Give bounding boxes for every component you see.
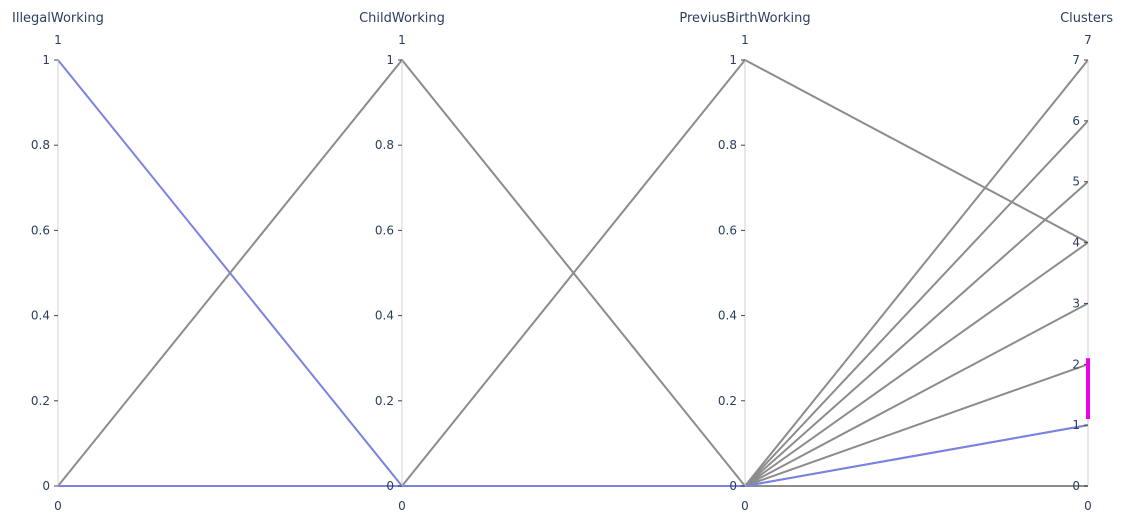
tick-label: 6 <box>1072 114 1080 128</box>
tick-label: 1 <box>42 53 50 67</box>
axis-title[interactable]: IllegalWorking <box>12 11 104 26</box>
tick-label: 1 <box>729 53 737 67</box>
tick-label: 0.2 <box>718 394 737 408</box>
tick-label: 0.2 <box>31 394 50 408</box>
axis-range-max-label: 7 <box>1084 33 1092 47</box>
constraint-range-bar[interactable] <box>1086 358 1090 420</box>
tick-label: 2 <box>1072 357 1080 371</box>
polyline-layer <box>57 59 1089 487</box>
tick-label: 1 <box>386 53 394 67</box>
tick-label: 0 <box>42 479 50 493</box>
data-line-6 <box>58 302 1089 487</box>
axes-layer: IllegalWorking1000.20.40.60.81ChildWorki… <box>12 11 1113 513</box>
tick-label: 0.4 <box>375 309 394 323</box>
axis-range-min-label: 0 <box>741 499 749 513</box>
data-line-2 <box>58 424 1089 487</box>
tick-label: 7 <box>1072 53 1080 67</box>
tick-label: 0.8 <box>375 138 394 152</box>
axis-illegal-working[interactable]: IllegalWorking 1 00 0.2 0.4 0.6 0.8 1 <box>12 11 104 513</box>
axis-range-min-label: 0 <box>1084 499 1092 513</box>
axis-previus-birth-working[interactable]: PreviusBirthWorking 1 00 0.2 0.4 0.6 0.8 1 <box>679 11 810 513</box>
axis-title[interactable]: Clusters <box>1060 11 1113 26</box>
axis-range-max-label: 1 <box>54 33 62 47</box>
axis-range-min-label: 0 <box>398 499 406 513</box>
tick-label: 0.4 <box>718 309 737 323</box>
axis-clusters[interactable]: Clusters 7 00 1 2 3 4 5 6 7 <box>1060 11 1113 513</box>
tick-label: 0.4 <box>31 309 50 323</box>
tick-label: 0 <box>386 479 394 493</box>
tick-label: 5 <box>1072 175 1080 189</box>
tick-label: 0 <box>729 479 737 493</box>
axis-title[interactable]: ChildWorking <box>359 11 445 26</box>
axis-range-max-label: 1 <box>398 33 406 47</box>
tick-label: 0.8 <box>718 138 737 152</box>
tick-label: 0.6 <box>375 223 394 237</box>
tick-label: 3 <box>1072 296 1080 310</box>
axis-range-max-label: 1 <box>741 33 749 47</box>
data-line-4 <box>58 59 1089 487</box>
axis-child-working[interactable]: ChildWorking 1 00 0.2 0.4 0.6 0.8 1 <box>359 11 445 513</box>
tick-label: 0 <box>1072 479 1080 493</box>
tick-label: 0.6 <box>31 223 50 237</box>
data-line-5 <box>58 363 1089 487</box>
data-line-7 <box>58 241 1089 487</box>
tick-label: 0.2 <box>375 394 394 408</box>
tick-label: 0.6 <box>718 223 737 237</box>
axis-title[interactable]: PreviusBirthWorking <box>679 11 810 26</box>
tick-label: 1 <box>1072 418 1080 432</box>
tick-label: 0.8 <box>31 138 50 152</box>
axis-range-min-label: 0 <box>54 499 62 513</box>
data-line-8 <box>58 180 1089 487</box>
data-line-9 <box>58 120 1089 487</box>
tick-label: 4 <box>1072 236 1080 250</box>
